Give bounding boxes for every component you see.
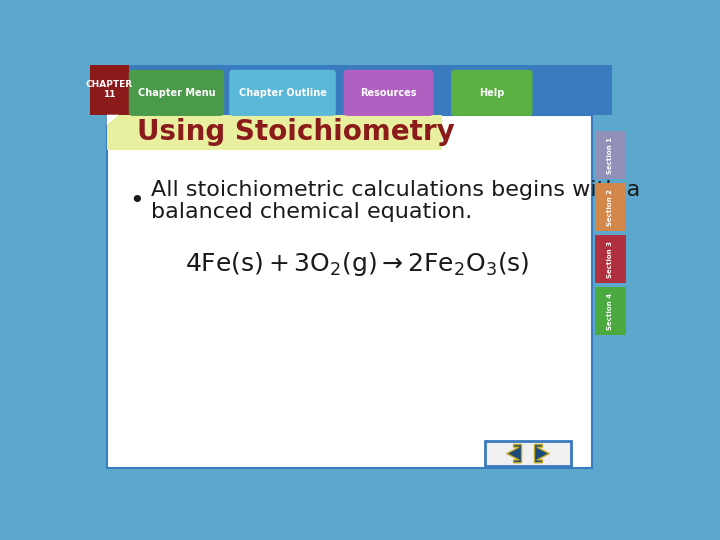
Text: All stoichiometric calculations begins with a: All stoichiometric calculations begins w… — [151, 179, 641, 200]
Text: Resources: Resources — [360, 88, 417, 98]
FancyBboxPatch shape — [107, 114, 593, 468]
Text: Section 4: Section 4 — [608, 293, 613, 330]
Text: Help: Help — [479, 88, 505, 98]
Text: Section 3: Section 3 — [608, 241, 613, 278]
FancyBboxPatch shape — [595, 131, 626, 179]
FancyBboxPatch shape — [90, 65, 612, 114]
Text: •: • — [129, 189, 144, 213]
Polygon shape — [534, 444, 549, 463]
FancyBboxPatch shape — [451, 70, 533, 116]
FancyBboxPatch shape — [90, 65, 129, 114]
Polygon shape — [507, 444, 521, 463]
FancyBboxPatch shape — [595, 235, 626, 283]
Text: Section 1: Section 1 — [608, 137, 613, 174]
FancyBboxPatch shape — [129, 70, 224, 116]
Text: $\mathregular{4Fe(s) + 3O_2(g) \rightarrow 2Fe_2O_3(s)}$: $\mathregular{4Fe(s) + 3O_2(g) \rightarr… — [185, 251, 529, 279]
Text: CHAPTER
11: CHAPTER 11 — [86, 80, 133, 99]
FancyBboxPatch shape — [595, 183, 626, 231]
Text: Chapter Menu: Chapter Menu — [138, 88, 215, 98]
Text: Section 2: Section 2 — [608, 189, 613, 226]
Text: Using Stoichiometry: Using Stoichiometry — [138, 118, 455, 146]
FancyBboxPatch shape — [107, 114, 441, 150]
FancyBboxPatch shape — [595, 287, 626, 335]
FancyBboxPatch shape — [485, 441, 571, 466]
Text: Chapter Outline: Chapter Outline — [238, 88, 326, 98]
Text: balanced chemical equation.: balanced chemical equation. — [151, 202, 472, 222]
Polygon shape — [107, 114, 119, 125]
FancyBboxPatch shape — [229, 70, 336, 116]
FancyBboxPatch shape — [343, 70, 433, 116]
